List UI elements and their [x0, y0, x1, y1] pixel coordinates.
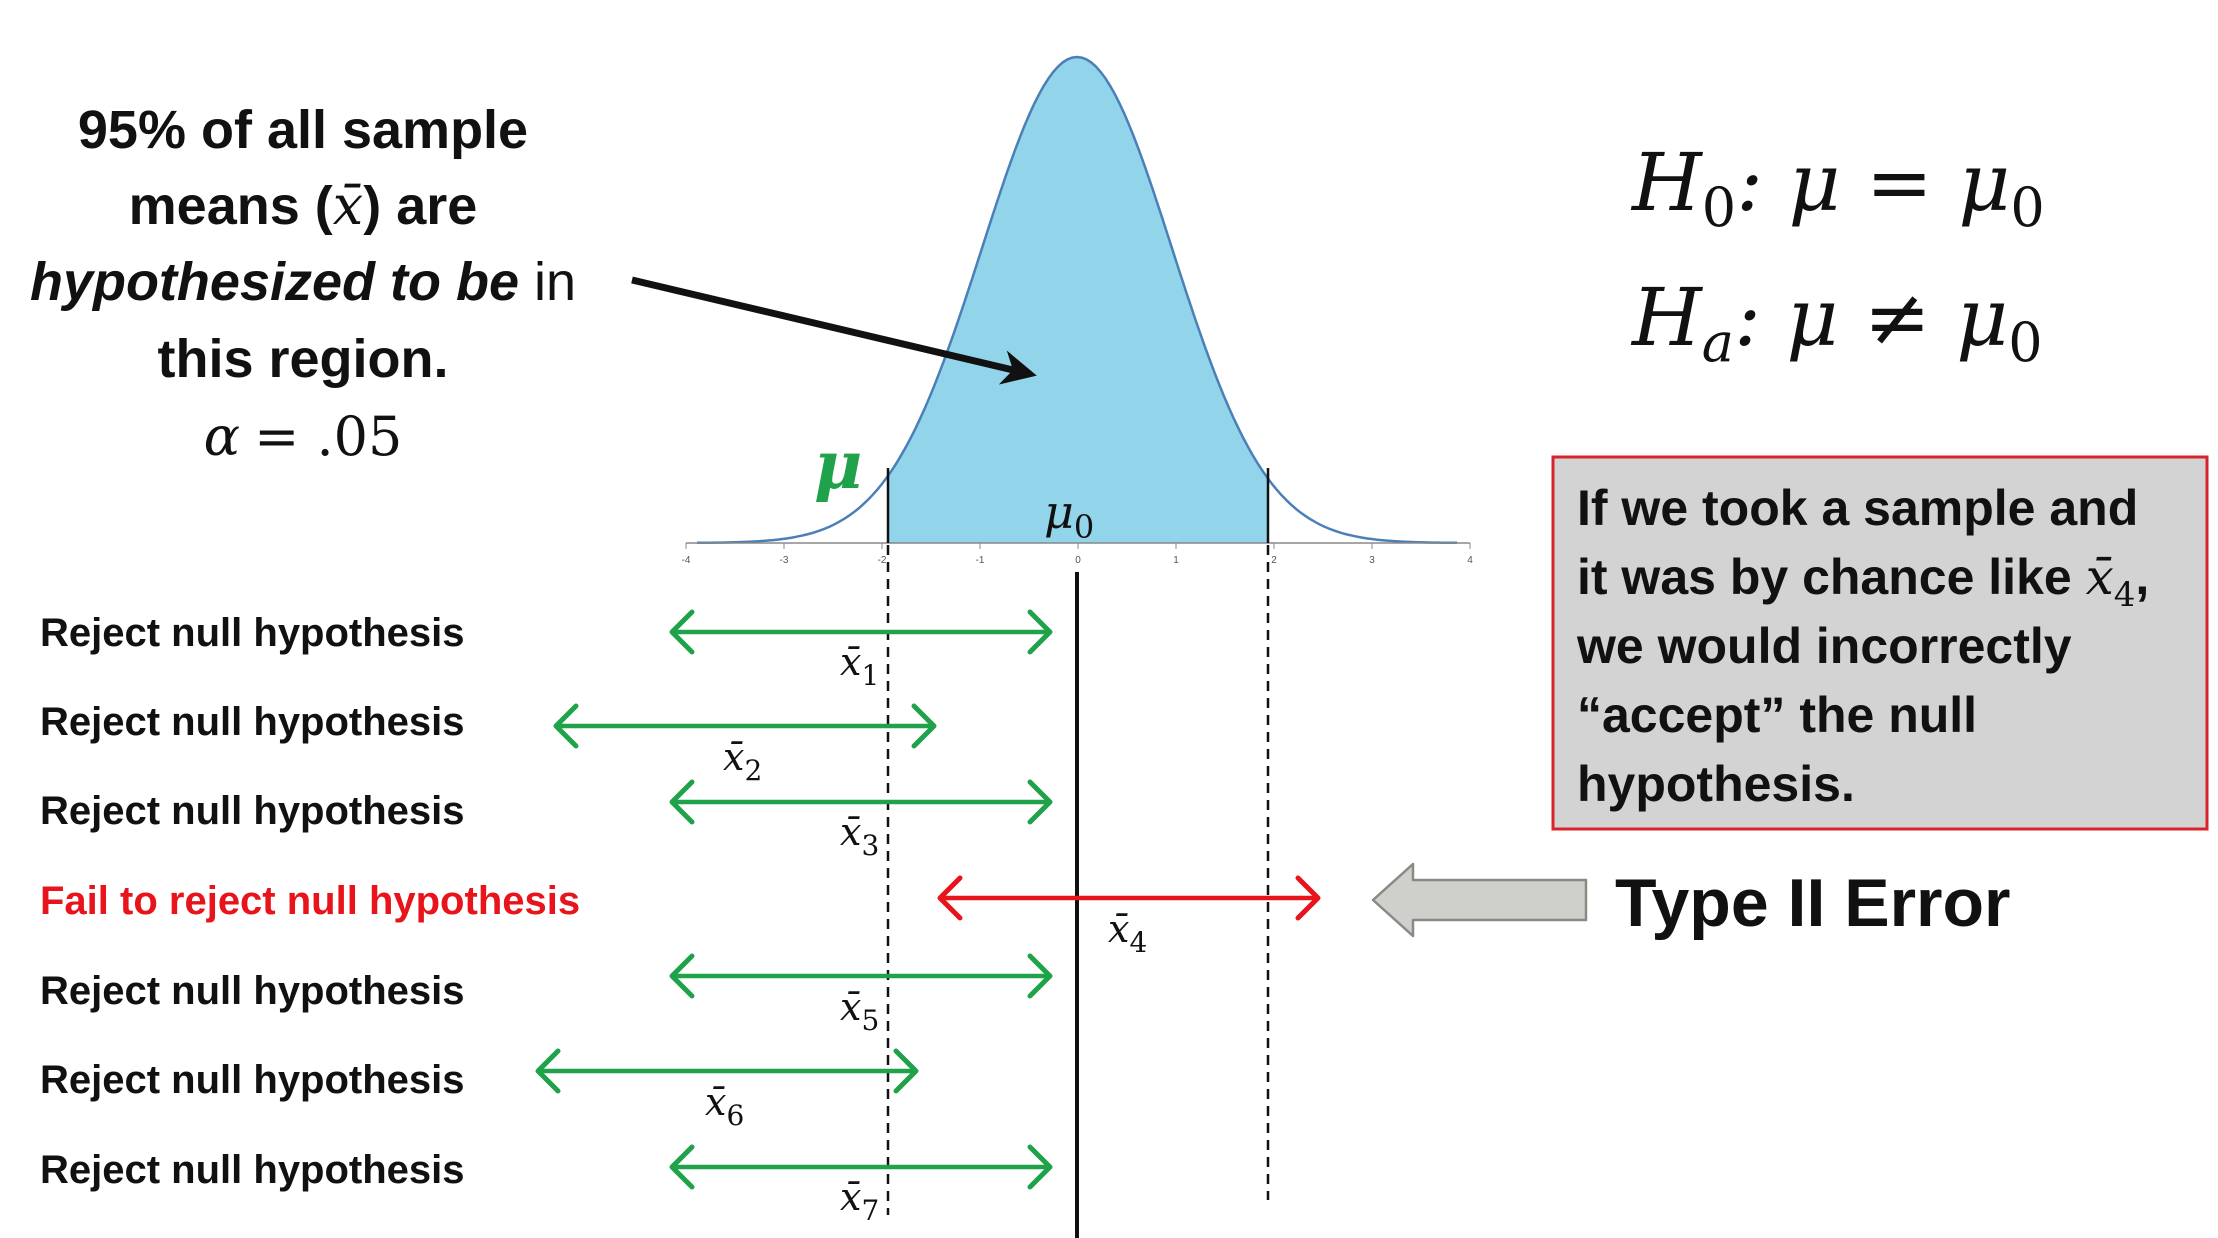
callout-line-5: hypothesis.: [1577, 756, 1855, 812]
arrow-head: [893, 1048, 919, 1094]
fail-to-reject-label: Fail to reject null hypothesis: [40, 879, 580, 923]
sample-mean-label: x̄1: [840, 640, 879, 692]
arrow-head: [937, 875, 963, 921]
left-description: 95% of all sample means (x̄) are hypothe…: [30, 100, 576, 468]
axis-tick-label: -3: [780, 555, 789, 566]
desc-line-3: hypothesized to be in: [30, 252, 576, 312]
null-hypothesis: H0: μ = μ0: [1630, 136, 2045, 239]
sample-row-7: Reject null hypothesis x̄7: [40, 1144, 1053, 1227]
sample-mean-label: x̄7: [840, 1175, 879, 1227]
sample-mean-label: x̄3: [840, 810, 879, 862]
normal-curve: -4 -3 -2 -1 0 1 2 3 4: [682, 55, 1473, 566]
axis-tick-label: 1: [1173, 555, 1179, 566]
callout-line-3: we would incorrectly: [1576, 618, 2072, 674]
sample-row-6: Reject null hypothesis x̄6: [40, 1048, 919, 1132]
desc-line-1: 95% of all sample: [78, 100, 528, 160]
callout-background: [1551, 455, 2209, 831]
sample-row-5: Reject null hypothesis x̄5: [40, 953, 1053, 1037]
type-ii-error-label: Type II Error: [1615, 865, 2011, 941]
callout-line-4: “accept” the null: [1577, 687, 1977, 743]
reject-null-label: Reject null hypothesis: [40, 1058, 465, 1102]
axis-tick-label: 3: [1369, 555, 1375, 566]
sample-mean-label: x̄2: [723, 735, 762, 787]
axis-tick-label: 2: [1271, 555, 1277, 566]
curve-shaded-region: [887, 57, 1267, 543]
arrow-head: [1027, 1144, 1053, 1190]
hypotheses: H0: μ = μ0 Ha: μ ≠ μ0: [1630, 136, 2045, 374]
sample-row-4: Fail to reject null hypothesis x̄4: [40, 875, 1321, 959]
arrow-head: [1295, 875, 1321, 921]
mu0-label: μ0: [1044, 485, 1094, 546]
arrow-head: [1027, 953, 1053, 999]
axis-tick-label: 0: [1075, 555, 1081, 566]
sample-mean-label: x̄4: [1108, 907, 1147, 959]
arrow-head: [669, 609, 695, 655]
axis-ticks: -4 -3 -2 -1 0 1 2 3 4: [682, 543, 1473, 566]
alpha-line: α = .05: [204, 405, 403, 468]
curve-outline: [697, 55, 1457, 545]
axis-tick-label: -2: [878, 555, 887, 566]
mu-label: μ: [814, 426, 862, 504]
arrow-head: [669, 779, 695, 825]
reject-null-label: Reject null hypothesis: [40, 789, 465, 833]
desc-line-2: means (x̄) are: [129, 174, 478, 237]
pointer-arrow: [631, 276, 1037, 385]
sample-row-2: Reject null hypothesis x̄2: [40, 700, 937, 787]
callout-box: If we took a sample and it was by chance…: [1551, 455, 2209, 831]
desc-line-4: this region.: [157, 329, 448, 389]
axis-tick-label: 4: [1467, 555, 1473, 566]
sample-row-3: Reject null hypothesis x̄3: [40, 779, 1053, 862]
axis-tick-label: -1: [976, 555, 985, 566]
reject-null-label: Reject null hypothesis: [40, 611, 465, 655]
arrow-head: [1027, 779, 1053, 825]
arrow-head: [669, 1144, 695, 1190]
sample-mean-label: x̄5: [840, 985, 879, 1037]
reject-null-label: Reject null hypothesis: [40, 700, 465, 744]
arrow-head: [1027, 609, 1053, 655]
reject-null-label: Reject null hypothesis: [40, 969, 465, 1013]
sample-row-1: Reject null hypothesis x̄1: [40, 609, 1053, 692]
arrow-head: [535, 1048, 561, 1094]
reject-null-label: Reject null hypothesis: [40, 1148, 465, 1192]
arrow-head: [669, 953, 695, 999]
callout-line-2: it was by chance like x̄4,: [1577, 548, 2149, 615]
alternative-hypothesis: Ha: μ ≠ μ0: [1630, 271, 2043, 374]
arrow-head: [553, 703, 579, 749]
arrow-head: [911, 703, 937, 749]
block-arrow-left: [1371, 862, 1588, 938]
sample-mean-label: x̄6: [705, 1080, 744, 1132]
callout-line-1: If we took a sample and: [1577, 480, 2138, 536]
axis-tick-label: -4: [682, 555, 691, 566]
